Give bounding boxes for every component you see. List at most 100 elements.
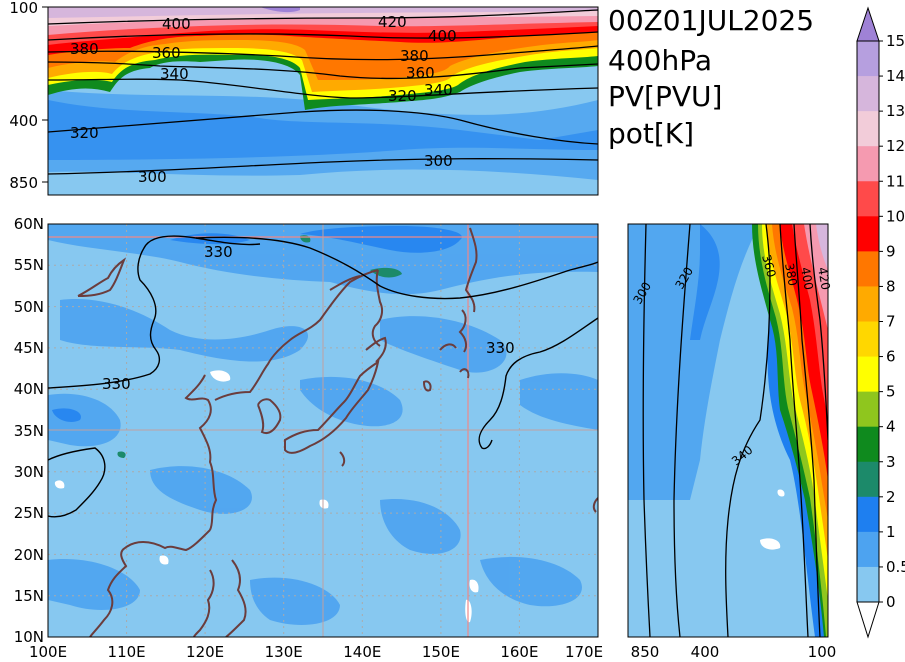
title-level: 400hPa: [608, 44, 712, 77]
top-contour-label: 380: [400, 47, 429, 65]
top-pressure-ticks: 100 400 850: [9, 0, 48, 192]
top-frame: [47, 6, 599, 196]
lat-tick-label: 60N: [14, 215, 44, 233]
top-contour-label: 340: [160, 65, 189, 83]
colorbar-segment: [857, 461, 879, 498]
lat-tick-label: 35N: [14, 422, 44, 440]
colorbar-tick-label: 12: [886, 137, 905, 155]
top-pressure-tick: 400: [9, 112, 38, 130]
lat-tick-label: 25N: [14, 504, 44, 522]
colorbar-tick-label: 1: [886, 523, 896, 541]
lat-tick-label: 30N: [14, 463, 44, 481]
colorbar-tick-label: 9: [886, 242, 896, 260]
lon-tick-label: 160E: [500, 643, 538, 661]
right-contour-label: 400: [798, 266, 816, 291]
colorbar-segment: [857, 566, 879, 603]
top-contour-label: 420: [378, 13, 407, 31]
main-map: [48, 224, 598, 637]
lat-tick-label: 15N: [14, 587, 44, 605]
lon-tick-label: 150E: [422, 643, 460, 661]
top-contour-label: 360: [152, 44, 181, 62]
map-contour-label: 330: [204, 243, 233, 261]
title-time: 00Z01JUL2025: [608, 4, 814, 37]
colorbar-segment: [857, 76, 879, 112]
colorbar-tick-label: 5: [886, 383, 896, 401]
colorbar: 15 14 13 12 11 10 9 8 7 6 5 4 3 2 1 0.5 0: [856, 6, 905, 639]
right-contour-label: 380: [782, 262, 800, 287]
right-pressure-tick: 400: [691, 643, 720, 661]
colorbar-segments: [857, 41, 879, 603]
colorbar-tick-label: 13: [886, 102, 905, 120]
colorbar-tick-label: 0: [886, 593, 896, 611]
right-pressure-ticks: 850 400 100: [631, 643, 837, 661]
map-contour-label: 330: [486, 339, 515, 357]
top-contour-label: 360: [406, 64, 435, 82]
lat-tick-label: 55N: [14, 256, 44, 274]
colorbar-segment: [857, 496, 879, 533]
top-contour-label: 400: [428, 27, 457, 45]
colorbar-segment: [857, 41, 879, 77]
lon-tick-label: 140E: [343, 643, 381, 661]
colorbar-segment: [857, 286, 879, 322]
right-cross-section: [628, 224, 828, 637]
colorbar-segment: [857, 356, 879, 393]
right-pressure-tick: 100: [808, 643, 837, 661]
figure-title: 00Z01JUL2025 400hPa PV[PVU] pot[K]: [608, 4, 814, 150]
top-contour-label: 320: [388, 87, 417, 105]
right-pressure-tick: 850: [631, 643, 660, 661]
top-cross-section: [48, 7, 598, 195]
colorbar-segment: [857, 181, 879, 217]
coastlines: [77, 227, 598, 637]
title-shaded-var: PV[PVU]: [608, 80, 722, 113]
colorbar-tick-label: 14: [886, 67, 905, 85]
lon-tick-label: 100E: [29, 643, 67, 661]
right-frame: [627, 223, 829, 638]
top-contour-label: 340: [424, 81, 453, 99]
colorbar-tick-label: 0.5: [886, 558, 905, 576]
colorbar-segment: [857, 216, 879, 252]
colorbar-labels: 15 14 13 12 11 10 9 8 7 6 5 4 3 2 1 0.5 0: [879, 32, 905, 611]
colorbar-tick-label: 2: [886, 488, 896, 506]
colorbar-tick-label: 8: [886, 277, 896, 295]
colorbar-tick-label: 3: [886, 453, 896, 471]
colorbar-top-arrow: [856, 6, 880, 42]
lon-tick-label: 170E: [565, 643, 603, 661]
map-isentropes: [48, 235, 598, 518]
colorbar-segment: [857, 531, 879, 568]
top-contour-label: 380: [70, 40, 99, 58]
colorbar-tick-label: 15: [886, 32, 905, 50]
lat-tick-label: 10N: [14, 628, 44, 646]
lon-tick-label: 120E: [186, 643, 224, 661]
map-contour-label: 330: [102, 375, 131, 393]
top-pressure-tick: 850: [9, 174, 38, 192]
colorbar-tick-label: 6: [886, 348, 896, 366]
colorbar-segment: [857, 321, 879, 358]
lon-tick-label: 130E: [265, 643, 303, 661]
map-contour-labels: 330 330 330: [102, 243, 515, 393]
colorbar-tick-label: 10: [886, 207, 905, 225]
lon-tick-label: 110E: [108, 643, 146, 661]
colorbar-segment: [857, 146, 879, 182]
right-contour-label: 360: [759, 253, 778, 279]
colorbar-segment: [857, 251, 879, 287]
colorbar-tick-label: 11: [886, 172, 905, 190]
lon-ticks: 100E 110E 120E 130E 140E 150E 160E 170E: [29, 643, 603, 661]
colorbar-segment: [857, 426, 879, 463]
lat-tick-label: 50N: [14, 298, 44, 316]
colorbar-bottom-arrow: [856, 601, 880, 639]
colorbar-segment: [857, 111, 879, 147]
colorbar-segment: [857, 391, 879, 428]
lat-tick-label: 40N: [14, 380, 44, 398]
top-pressure-tick: 100: [9, 0, 38, 17]
lat-tick-label: 45N: [14, 339, 44, 357]
top-contour-label: 320: [70, 124, 99, 142]
main-map-frame: [47, 223, 599, 638]
title-contour-var: pot[K]: [608, 117, 694, 150]
top-contour-labels: 400 420 400 380 360 380 340 360 340 320 …: [70, 13, 457, 186]
lat-tick-label: 20N: [14, 546, 44, 564]
colorbar-tick-label: 4: [886, 418, 896, 436]
top-contour-label: 400: [162, 15, 191, 33]
lat-ticks: 60N 55N 50N 45N 40N 35N 30N 25N 20N 15N …: [14, 215, 44, 646]
top-contour-label: 300: [138, 168, 167, 186]
